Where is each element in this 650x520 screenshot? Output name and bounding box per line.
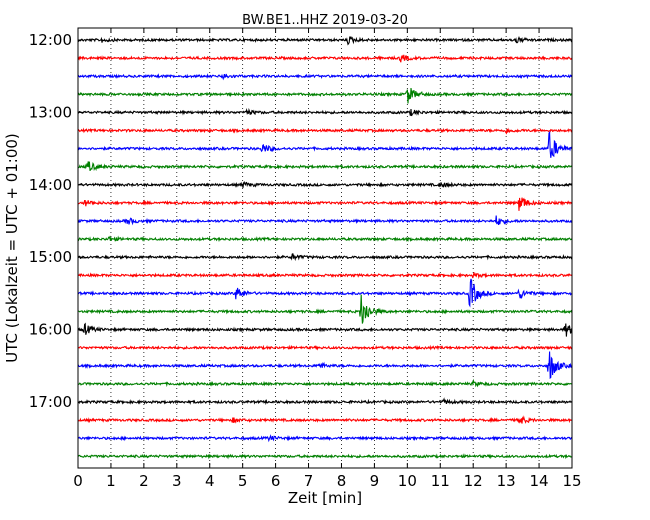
y-axis-label: UTC (Lokalzeit = UTC + 01:00) xyxy=(3,133,21,363)
trace-1745 xyxy=(77,453,573,460)
trace-1530 xyxy=(77,278,573,308)
trace-1330 xyxy=(77,130,573,158)
x-tick-label: 10 xyxy=(398,472,417,490)
trace-1315 xyxy=(77,127,573,135)
y-tick-label: 17:00 xyxy=(29,393,72,411)
trace-1230 xyxy=(77,73,573,81)
trace-1715 xyxy=(77,415,573,424)
y-tick-label: 15:00 xyxy=(29,248,72,266)
trace-1200 xyxy=(77,35,573,46)
x-tick-label: 2 xyxy=(139,472,149,490)
trace-1730 xyxy=(78,434,573,443)
x-tick-label: 0 xyxy=(73,472,83,490)
x-tick-label: 1 xyxy=(106,472,116,490)
x-tick-label: 12 xyxy=(464,472,483,490)
y-tick-label: 12:00 xyxy=(29,31,72,49)
y-tick-label: 16:00 xyxy=(29,321,72,339)
x-tick-label: 3 xyxy=(172,472,182,490)
trace-1500 xyxy=(77,253,573,262)
trace-1630 xyxy=(77,351,572,380)
plot-frame xyxy=(77,27,573,469)
trace-1515 xyxy=(77,272,573,280)
trace-1215 xyxy=(77,54,573,63)
x-tick-label: 5 xyxy=(238,472,248,490)
traces xyxy=(77,35,573,460)
trace-1415 xyxy=(77,197,573,211)
grid xyxy=(110,28,540,468)
trace-1615 xyxy=(77,344,573,351)
trace-1645 xyxy=(77,378,572,388)
trace-1430 xyxy=(77,215,573,226)
x-axis-label: Zeit [min] xyxy=(288,489,362,507)
trace-1545 xyxy=(77,294,573,324)
x-tick-label: 8 xyxy=(337,472,347,490)
x-tick-label: 15 xyxy=(562,472,581,490)
chart-title: BW.BE1..HHZ 2019-03-20 xyxy=(242,13,408,28)
trace-1445 xyxy=(77,235,573,243)
x-tick-label: 14 xyxy=(530,472,549,490)
x-tick-label: 4 xyxy=(205,472,215,490)
x-tick-label: 9 xyxy=(370,472,380,490)
x-tick-label: 6 xyxy=(271,472,281,490)
y-tick-label: 13:00 xyxy=(29,103,72,121)
trace-1345 xyxy=(77,161,573,172)
x-tick-label: 13 xyxy=(497,472,516,490)
x-tick-label: 11 xyxy=(431,472,450,490)
y-axis: 12:00 13:00 14:00 15:00 16:00 17:00 xyxy=(29,31,572,411)
trace-1245 xyxy=(77,87,573,104)
y-tick-label: 14:00 xyxy=(29,176,72,194)
x-tick-label: 7 xyxy=(304,472,314,490)
trace-1400 xyxy=(77,180,573,188)
trace-1700 xyxy=(77,397,573,406)
trace-1300 xyxy=(77,107,573,117)
x-axis: 0 1 2 3 4 5 6 7 8 9 10 11 12 13 14 15 xyxy=(73,28,582,490)
trace-1600 xyxy=(77,322,573,337)
